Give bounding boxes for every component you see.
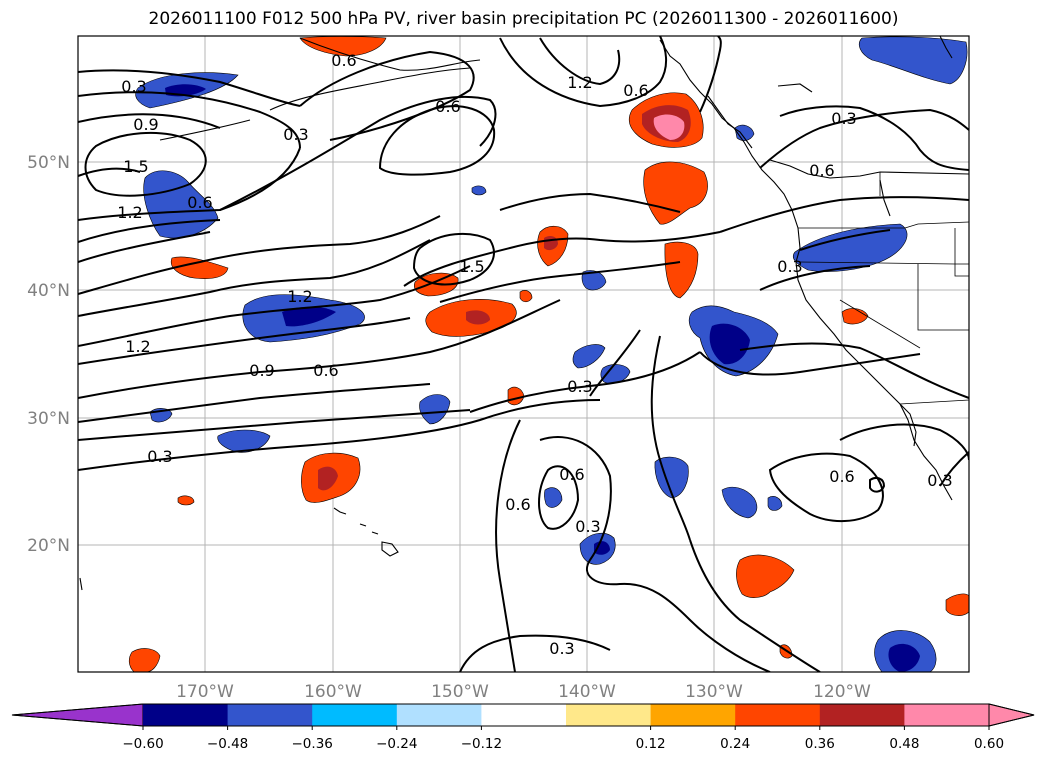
lat-label: 50°N — [27, 153, 70, 173]
colorbar-segment — [481, 704, 567, 726]
lon-label: 170°W — [176, 682, 234, 702]
contour-label: 0.3 — [777, 257, 802, 276]
lon-label: 160°W — [304, 682, 362, 702]
neg-blob — [767, 496, 783, 511]
colorbar-tick-label: 0.12 — [636, 736, 666, 752]
contour-label: 0.9 — [133, 115, 158, 134]
contour-label: 0.3 — [147, 447, 172, 466]
colorbar-segment — [312, 704, 398, 726]
pos-blob — [841, 308, 869, 325]
colorbar-segment — [227, 704, 313, 726]
colorbar-tick-label: −0.60 — [122, 736, 163, 752]
colorbar-tick-label: −0.48 — [207, 736, 248, 752]
neg-blob — [544, 487, 563, 508]
map-panel — [78, 36, 969, 672]
contour-label: 0.3 — [575, 517, 600, 536]
pos-blob — [643, 161, 708, 225]
islands — [79, 507, 399, 591]
state-borders — [798, 172, 969, 405]
colorbar-tick-label: −0.12 — [461, 736, 502, 752]
contour-label: 0.6 — [623, 81, 648, 100]
pos-blob — [318, 466, 338, 491]
lon-label: 120°W — [813, 682, 871, 702]
pos-blob — [466, 310, 490, 325]
contour-label: 0.6 — [187, 193, 212, 212]
pos-blob — [653, 114, 685, 140]
contour-label: 1.2 — [567, 73, 592, 92]
longitude-labels: 170°W 160°W 150°W 140°W 130°W 120°W — [176, 682, 871, 702]
lon-label: 130°W — [685, 682, 743, 702]
contour-label: 0.3 — [927, 471, 952, 490]
pos-blob — [945, 593, 969, 616]
map-content: 0.3 0.6 1.2 0.6 0.9 0.3 1.5 1.2 0.6 0.6 … — [78, 36, 969, 672]
contour-label: 1.5 — [123, 157, 148, 176]
colorbar-tick-label: 0.36 — [805, 736, 835, 752]
pos-blob — [664, 241, 699, 299]
contour-label: 0.3 — [549, 639, 574, 658]
pos-blob — [170, 256, 229, 279]
neg-blob — [888, 643, 920, 672]
pos-blob — [519, 290, 533, 303]
colorbar-tick-label: 0.24 — [720, 736, 750, 752]
colorbar-tick-label: 0.48 — [889, 736, 919, 752]
contour-label: 0.6 — [435, 97, 460, 116]
contour-label: 0.6 — [829, 467, 854, 486]
neg-blob — [282, 306, 336, 327]
latitude-labels: 50°N 40°N 30°N 20°N — [27, 153, 70, 556]
colorbar-tick-label: −0.24 — [376, 736, 417, 752]
neg-blob — [709, 323, 750, 365]
contour-label: 0.6 — [505, 495, 530, 514]
contour-label: 0.6 — [559, 465, 584, 484]
contour-label: 0.6 — [313, 361, 338, 380]
contour-label: 0.3 — [121, 77, 146, 96]
contour-labels: 0.3 0.6 1.2 0.6 0.9 0.3 1.5 1.2 0.6 0.6 … — [117, 51, 952, 658]
neg-blob — [572, 344, 606, 369]
colorbar-segment — [904, 704, 990, 726]
map-title: 2026011100 F012 500 hPa PV, river basin … — [148, 9, 899, 29]
lat-label: 40°N — [27, 281, 70, 301]
colorbar-segment — [566, 704, 652, 726]
contour-label: 0.3 — [283, 125, 308, 144]
colorbar-tick-label: −0.36 — [292, 736, 333, 752]
neg-blob — [721, 486, 758, 519]
lon-label: 140°W — [558, 682, 616, 702]
colorbar-segment — [396, 704, 482, 726]
lat-label: 20°N — [27, 536, 70, 556]
contour-label: 0.3 — [567, 377, 592, 396]
neg-blob — [859, 36, 968, 85]
colorbar-segment — [735, 704, 821, 726]
pos-blob — [128, 648, 161, 672]
lat-label: 30°N — [27, 409, 70, 429]
colorbar-segment — [143, 704, 229, 726]
contour-label: 0.6 — [809, 161, 834, 180]
contour-label: 1.2 — [287, 287, 312, 306]
contour-label: 1.2 — [117, 203, 142, 222]
lon-label: 150°W — [431, 682, 489, 702]
contour-label: 0.3 — [831, 109, 856, 128]
pos-blob — [177, 495, 195, 506]
contour-label: 0.9 — [249, 361, 274, 380]
contour-label: 1.5 — [459, 257, 484, 276]
neg-blob — [792, 223, 908, 272]
colorbar-extend-max — [988, 703, 1035, 727]
colorbar-segment — [650, 704, 736, 726]
neg-blob — [471, 185, 487, 196]
pv-contours — [78, 36, 969, 672]
pos-blob — [736, 554, 795, 598]
contour-label: 1.2 — [125, 337, 150, 356]
colorbar-segment — [819, 704, 905, 726]
colorbar: −0.60 −0.48 −0.36 −0.24 −0.12 0.12 0.24 0.36 0.4… — [11, 703, 1035, 752]
colorbar-tick-label: 0.60 — [974, 736, 1004, 752]
colorbar-extend-min — [11, 703, 144, 727]
positive-anomaly-regions — [128, 36, 969, 672]
contour-label: 0.6 — [331, 51, 356, 70]
map-frame — [77, 35, 970, 673]
